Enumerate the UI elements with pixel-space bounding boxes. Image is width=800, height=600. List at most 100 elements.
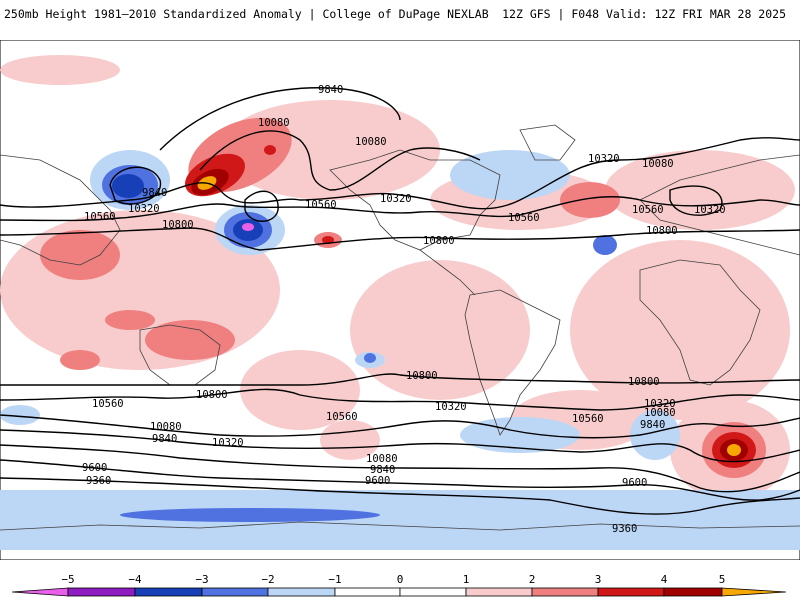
contour-label: 9840 [640,419,665,431]
contour-label: 10560 [326,411,358,423]
anomaly-neg1-area [0,405,40,425]
scale-bin-pos3 [597,587,665,597]
contour-label: 10320 [212,437,244,449]
contour-label: 9600 [622,477,647,489]
anomaly-pos2-area [105,310,155,330]
anomaly-neg1-area [0,490,800,550]
scale-tick-label: −5 [61,573,74,586]
scale-bin-neg3 [134,587,203,597]
scale-bin-pos1 [465,587,533,597]
contour-line-10320-europe-loop [669,185,723,216]
contour-label: 10560 [84,211,116,223]
antarctica-outline [0,521,800,531]
contour-label: 10800 [406,370,438,382]
contour-line-9840-loop [109,166,161,205]
scale-bin-neg1 [267,587,336,597]
scale-bin-neg4 [67,587,136,597]
scale-bin-pos2 [531,587,599,597]
contour-label: 10800 [628,376,660,388]
scale-tick-label: 4 [661,573,668,586]
scale-tick-label: 0 [397,573,404,586]
anomaly-pos1-area [570,240,790,420]
north-america-outline [329,149,501,251]
contour-line-10080-south [0,429,800,463]
contour-label: 9840 [152,433,177,445]
australia-outline [139,324,221,386]
scale-tick-labels: −5 −4 −3 −2 −1 0 1 2 3 4 5 [61,573,725,586]
anomaly-pos1-area [240,350,360,430]
contour-label: 10320 [128,203,160,215]
contour-line-9600-south [0,459,800,501]
scale-tick-label: 5 [719,573,726,586]
scale-tick-label: 1 [463,573,470,586]
contour-label: 9840 [142,187,167,199]
contour-label: 10320 [694,204,726,216]
contour-label: 10320 [644,398,676,410]
anomaly-neg1-area [450,150,570,200]
contour-label: 10080 [644,407,676,419]
contour-label: 10560 [92,398,124,410]
scale-tick-label: −4 [128,573,142,586]
contour-label: 9840 [370,464,395,476]
anomaly-pos3-area [322,236,334,244]
contour-label: 10320 [588,153,620,165]
anomaly-pos2-area [145,320,235,360]
anomaly-neg5-area [242,223,254,231]
contour-label: 10080 [366,453,398,465]
contour-line-10320-loop [244,190,279,222]
scale-bin-neg5 [11,587,69,597]
scale-tick-label: −3 [195,573,208,586]
scale-tick-label: −2 [261,573,274,586]
scale-tick-label: −1 [328,573,341,586]
contour-line-10320-north [0,137,800,210]
anomaly-pos1-area [350,260,530,400]
contour-label: 9360 [612,523,637,535]
scale-bin-neg2 [201,587,269,597]
anomaly-pos1-area [0,55,120,85]
contour-label: 10800 [423,235,455,247]
contour-label: 10800 [196,389,228,401]
contour-label: 10080 [642,158,674,170]
scale-bin-zero-neg [334,587,401,597]
contour-label: 9840 [318,84,343,96]
south-america-outline [464,289,561,436]
contour-label: 10560 [572,413,604,425]
anomaly-neg2-area [364,353,376,363]
contour-label: 10320 [435,401,467,413]
contour-labels: 9840 10080 10080 9840 10320 10080 10320 … [82,84,726,535]
coastlines [0,124,800,531]
contour-label: 9360 [86,475,111,487]
contour-label: 10560 [305,199,337,211]
anomaly-neg1-area [630,410,680,460]
contour-label: 9600 [365,475,390,487]
anomaly-pos1-area [605,150,795,230]
anomaly-pos5-area [727,444,741,456]
contour-label: 10080 [150,421,182,433]
scale-bin-pos4 [663,587,723,597]
anomaly-pos2-area [255,130,285,150]
contour-line-10560-south [0,388,800,411]
map-title: 250mb Height 1981–2010 Standardized Anom… [4,7,489,21]
contour-label: 10560 [508,212,540,224]
contour-label: 10080 [258,117,290,129]
contour-line-9840-south [0,444,800,493]
contour-line-9360-south [0,477,800,515]
scale-tick-label: 3 [595,573,602,586]
contour-label: 10800 [646,225,678,237]
anomaly-neg2-area [593,235,617,255]
scale-bin-pos5 [721,587,787,597]
scale-tick-label: 2 [529,573,536,586]
anomaly-pos3-area [264,145,276,155]
anomaly-pos2-area [60,350,100,370]
contour-line-10800-north [0,227,800,251]
contour-label: 10560 [632,204,664,216]
eurasia-outline [0,154,800,266]
contour-line-10560-north [0,196,800,222]
contour-line-9840-north [159,87,401,151]
scale-color-bins [11,587,787,597]
anomaly-pos2-area [560,182,620,218]
contour-label: 10320 [380,193,412,205]
color-scale-bar: −5 −4 −3 −2 −1 0 1 2 3 4 5 [11,573,787,597]
central-america-outline [419,249,476,296]
greenland-outline [519,124,576,161]
